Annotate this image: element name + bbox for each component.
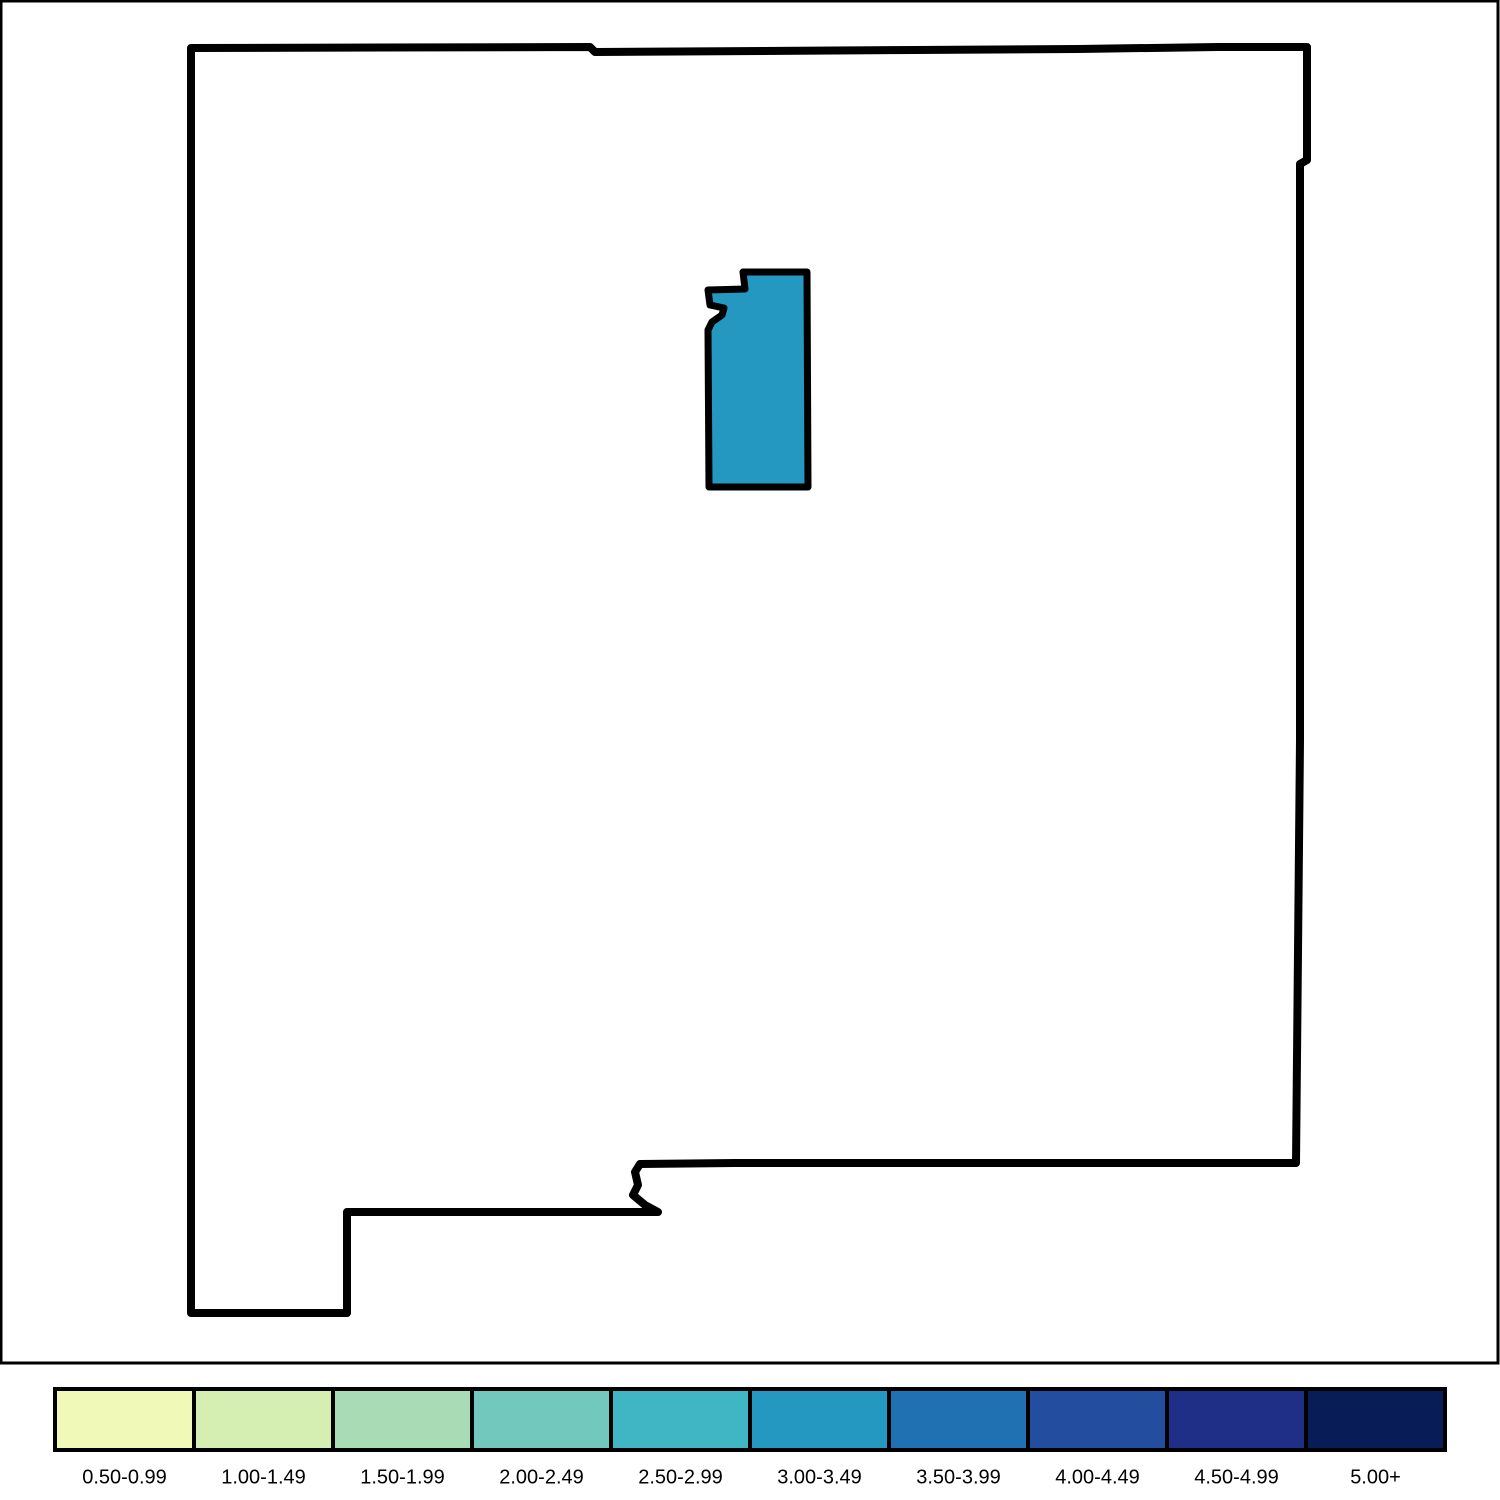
legend-swatch [1165,1387,1308,1452]
legend-swatch [53,1387,196,1452]
legend-label: 4.00-4.49 [1055,1466,1140,1488]
legend-swatch [331,1387,474,1452]
state-outline [187,43,1311,1317]
legend-swatch [1026,1387,1169,1452]
legend-label: 1.50-1.99 [360,1466,445,1488]
legend-label: 3.50-3.99 [916,1466,1001,1488]
legend-label: 0.50-0.99 [82,1466,167,1488]
legend-swatch [609,1387,752,1452]
legend-swatch [1304,1387,1447,1452]
legend: 0.50-0.99 1.00-1.49 1.50-1.99 2.00-2.49 2.50… [53,1387,1447,1488]
county [704,268,812,491]
legend-swatch [470,1387,613,1452]
legend-label: 2.00-2.49 [499,1466,584,1488]
legend-swatch [192,1387,335,1452]
legend-label: 2.50-2.99 [638,1466,723,1488]
legend-label: 4.50-4.99 [1194,1466,1279,1488]
legend-swatch [748,1387,891,1452]
legend-label: 1.00-1.49 [221,1466,306,1488]
legend-label: 3.00-3.49 [777,1466,862,1488]
legend-swatch [887,1387,1030,1452]
legend-label: 5.00+ [1350,1466,1401,1488]
